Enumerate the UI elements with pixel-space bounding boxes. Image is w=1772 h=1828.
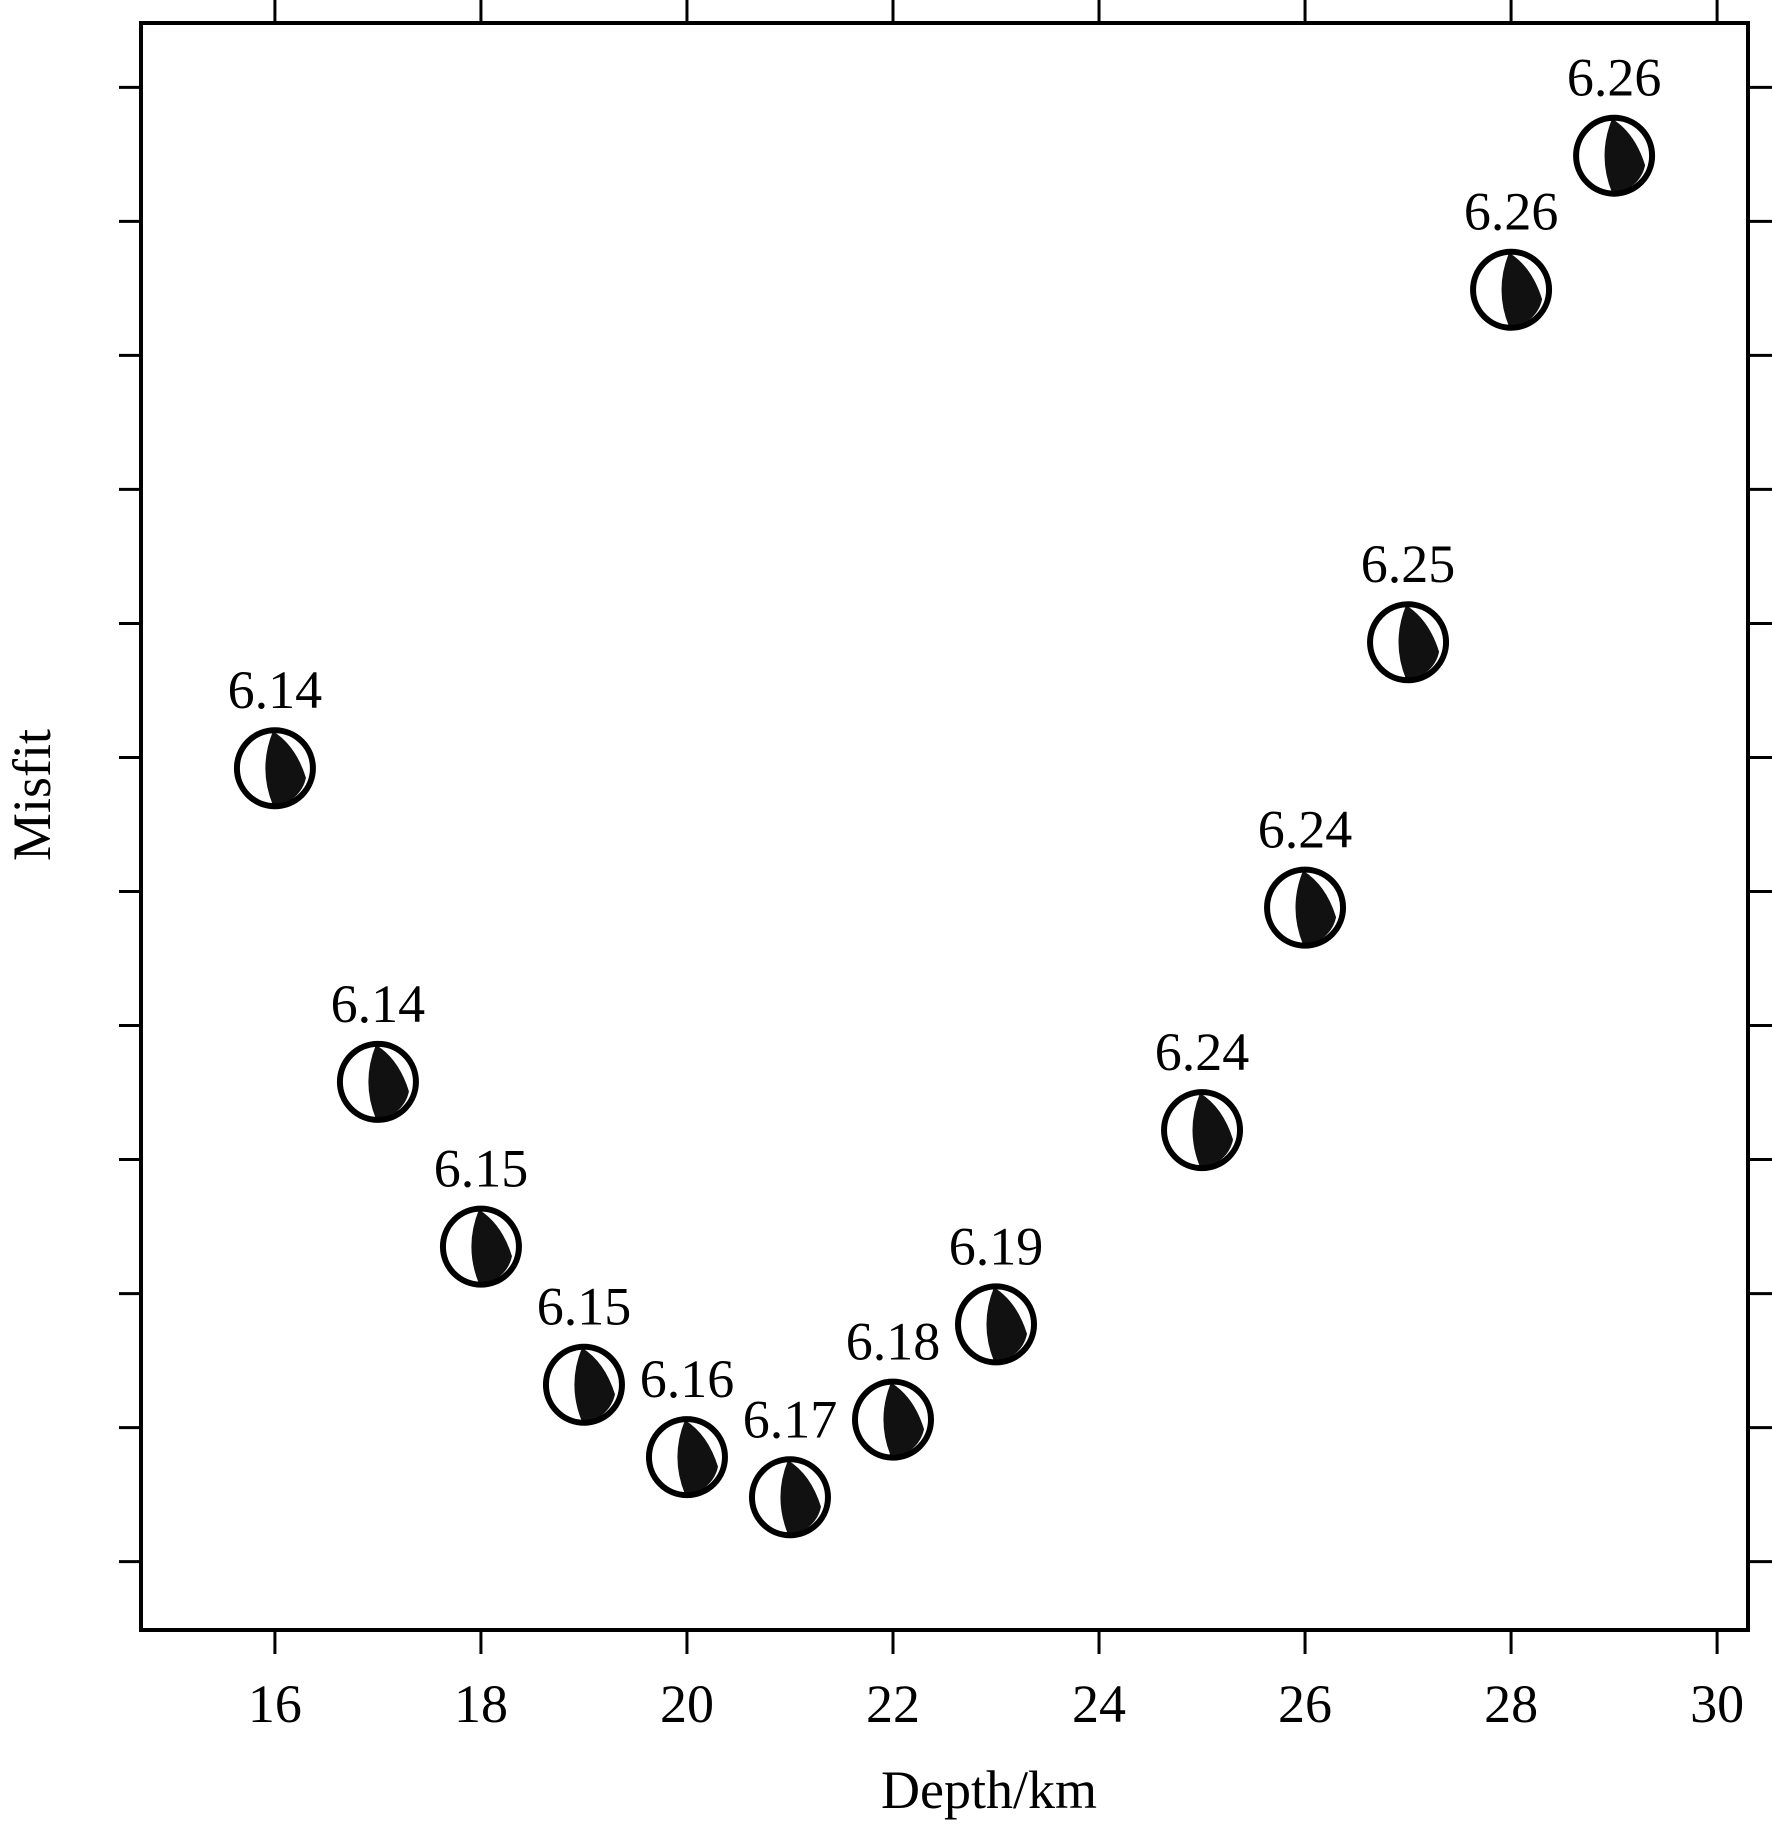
- magnitude-label: 6.15: [434, 1139, 529, 1199]
- x-tick-label: 26: [1278, 1674, 1332, 1734]
- magnitude-label: 6.19: [949, 1216, 1043, 1276]
- beachball-point: 6.26: [1567, 48, 1662, 197]
- beachball-outline: [336, 1040, 419, 1123]
- beachball-point: 6.15: [434, 1139, 529, 1288]
- beachball-point: 6.24: [1155, 1022, 1250, 1172]
- beachball-compressional-quadrant: [1604, 118, 1646, 193]
- x-tick-label: 22: [866, 1674, 920, 1734]
- beachball-outline: [1573, 114, 1656, 197]
- beachball-outline: [955, 1283, 1038, 1366]
- beachball-compressional-quadrant: [883, 1382, 924, 1457]
- magnitude-label: 6.14: [228, 660, 323, 720]
- x-tick-label: 20: [660, 1674, 714, 1734]
- beachball-point: 6.25: [1361, 534, 1456, 684]
- beachball-compressional-quadrant: [1295, 870, 1337, 945]
- x-tick-labels: 16 18 20 22 24 26 28 30: [248, 1674, 1744, 1734]
- magnitude-label: 6.16: [640, 1349, 735, 1409]
- beachball-compressional-quadrant: [1192, 1093, 1234, 1168]
- magnitude-label: 6.24: [1155, 1022, 1250, 1082]
- x-tick-label: 24: [1072, 1674, 1126, 1734]
- x-tick-label: 18: [454, 1674, 508, 1734]
- beachball-outline: [748, 1456, 831, 1539]
- x-tick-label: 28: [1484, 1674, 1538, 1734]
- plot-frame: [139, 21, 1750, 1632]
- magnitude-label: 6.26: [1464, 182, 1559, 242]
- beachball-compressional-quadrant: [780, 1460, 821, 1535]
- magnitude-label: 6.14: [331, 974, 426, 1034]
- beachball-point: 6.18: [846, 1312, 941, 1461]
- magnitude-label: 6.18: [846, 1312, 941, 1372]
- beachball-compressional-quadrant: [368, 1044, 409, 1119]
- beachball-compressional-quadrant: [265, 731, 306, 806]
- beachball-point: 6.19: [949, 1216, 1043, 1366]
- beachball-outline: [439, 1205, 522, 1288]
- data-points: 6.146.146.156.156.166.176.186.196.246.24…: [228, 48, 1662, 1539]
- beachball-compressional-quadrant: [1398, 605, 1440, 680]
- y-axis-label: Misfit: [2, 729, 62, 861]
- x-axis-label: Depth/km: [881, 1760, 1097, 1820]
- beachball-compressional-quadrant: [1501, 252, 1543, 327]
- x-tick-label: 30: [1690, 1674, 1744, 1734]
- axis-ticks: [119, 0, 1772, 1654]
- magnitude-label: 6.25: [1361, 534, 1456, 594]
- beachball-outline: [233, 727, 316, 810]
- beachball-point: 6.15: [537, 1277, 632, 1426]
- beachball-point: 6.14: [228, 660, 323, 810]
- beachball-outline: [645, 1416, 728, 1499]
- beachball-outline: [1470, 248, 1553, 331]
- beachball-point: 6.17: [743, 1389, 838, 1539]
- beachball-compressional-quadrant: [677, 1420, 718, 1495]
- beachball-outline: [1367, 601, 1450, 684]
- beachball-compressional-quadrant: [986, 1287, 1028, 1362]
- magnitude-label: 6.15: [537, 1277, 632, 1337]
- magnitude-label: 6.17: [743, 1389, 838, 1449]
- beachball-point: 6.14: [331, 974, 426, 1123]
- beachball-outline: [1161, 1089, 1244, 1172]
- beachball-outline: [851, 1378, 934, 1461]
- beachball-outline: [542, 1343, 625, 1426]
- beachball-point: 6.26: [1464, 182, 1559, 331]
- magnitude-label: 6.26: [1567, 48, 1662, 108]
- beachball-point: 6.24: [1258, 800, 1353, 949]
- magnitude-label: 6.24: [1258, 800, 1353, 860]
- x-tick-label: 16: [248, 1674, 302, 1734]
- beachball-compressional-quadrant: [471, 1209, 512, 1284]
- beachball-point: 6.16: [640, 1349, 735, 1499]
- beachball-compressional-quadrant: [574, 1347, 615, 1422]
- beachball-outline: [1264, 866, 1347, 949]
